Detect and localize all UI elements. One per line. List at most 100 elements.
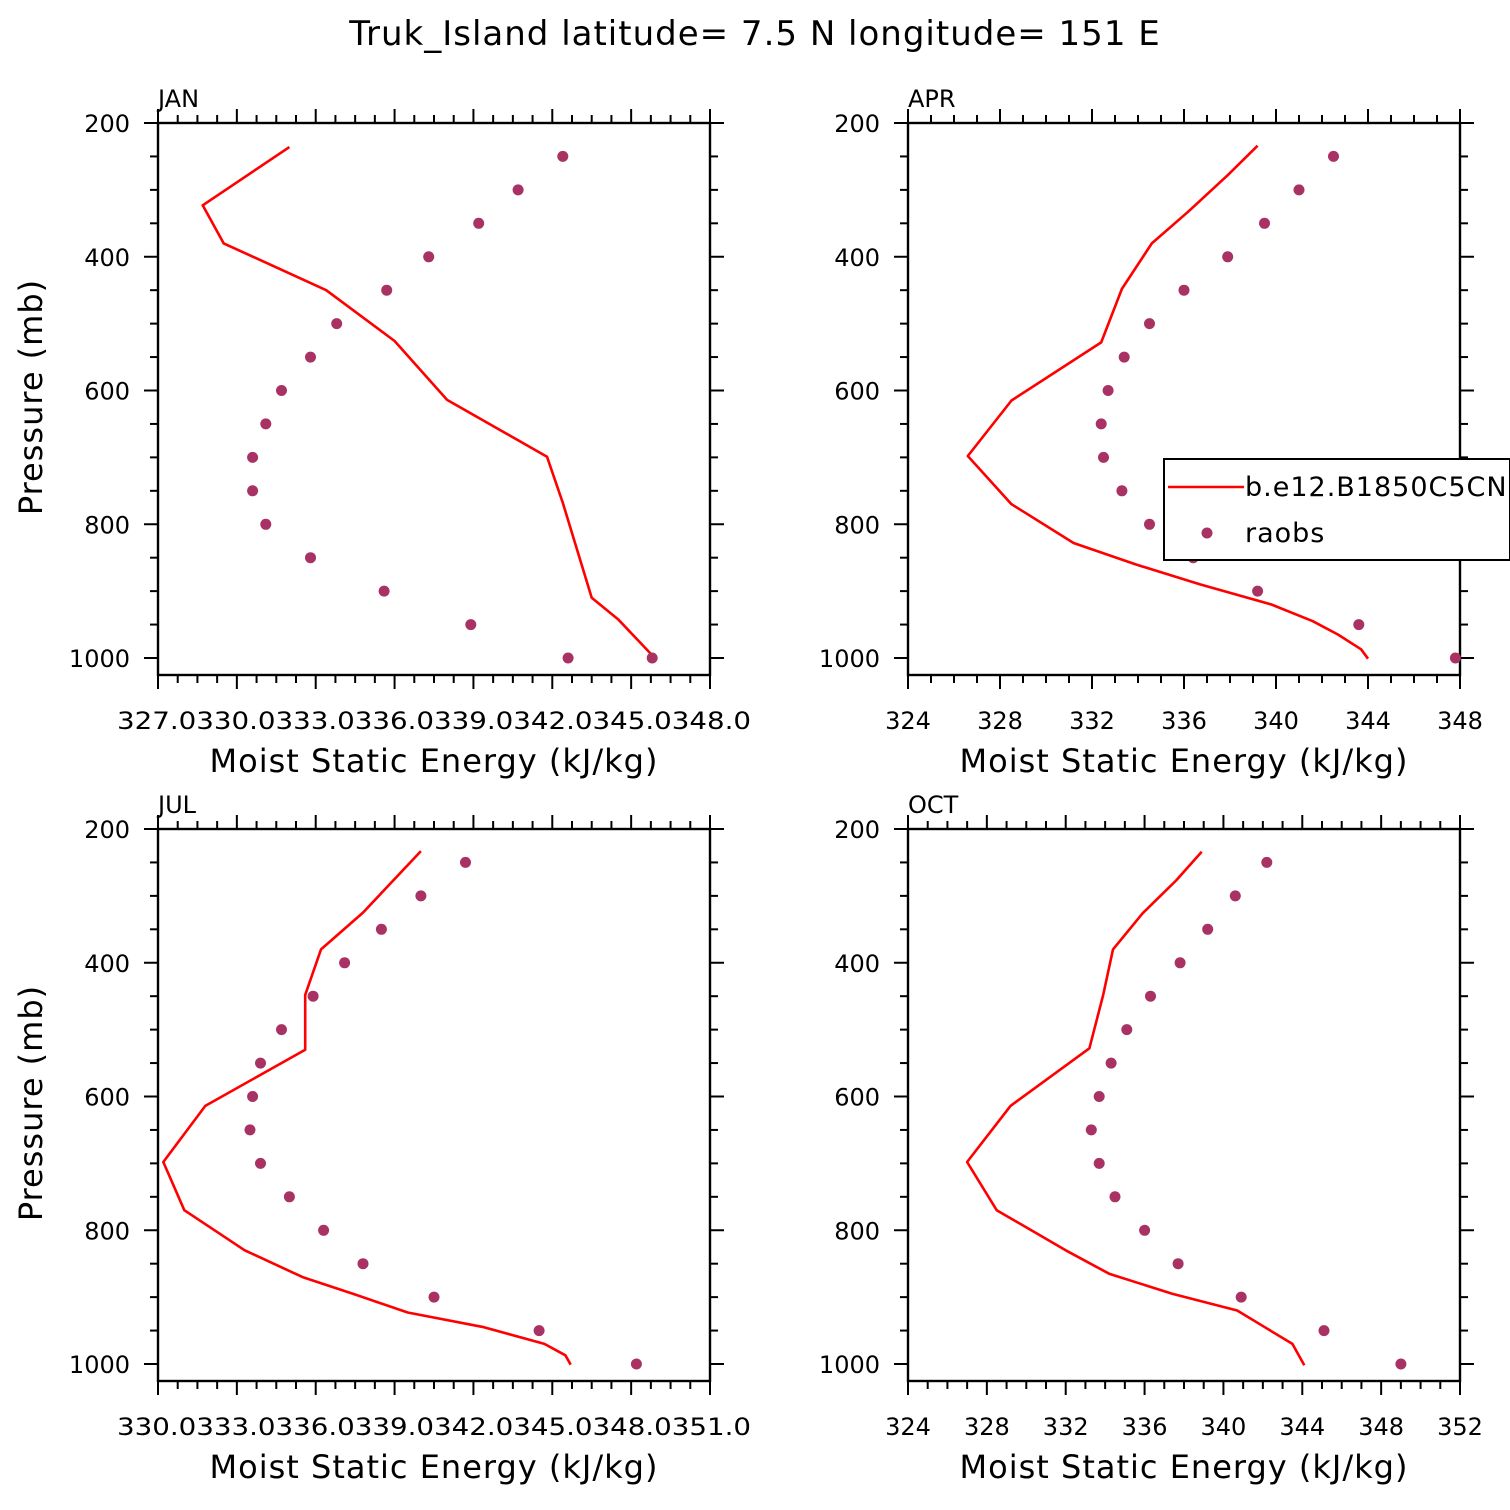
raobs-point — [255, 1157, 266, 1169]
raobs-point — [1139, 1224, 1151, 1236]
raobs-point — [1085, 1124, 1097, 1136]
y-tick-label: 800 — [84, 511, 130, 539]
raobs-point — [357, 1258, 369, 1270]
raobs-point — [247, 1091, 259, 1102]
raobs-point — [557, 150, 569, 162]
x-tick-label: 348 — [1358, 1413, 1404, 1441]
y-tick-label: 200 — [834, 816, 880, 844]
x-axis-title: Moist Static Energy (kJ/kg) — [210, 1448, 659, 1486]
raobs-point — [305, 552, 316, 564]
x-tick-label: 328 — [977, 707, 1023, 735]
y-tick-label: 600 — [834, 1084, 880, 1112]
raobs-point — [1229, 890, 1241, 902]
raobs-point — [1328, 150, 1339, 162]
model-line — [966, 144, 1370, 660]
x-tick-label: 324 — [885, 707, 931, 735]
legend-raobs-marker — [1201, 527, 1213, 539]
y-tick-label: 600 — [84, 378, 130, 406]
x-tick-label: 340 — [1201, 1413, 1247, 1441]
raobs-point — [307, 990, 319, 1002]
y-axis-title: Pressure (mb) — [12, 279, 50, 515]
plot-frame — [906, 121, 1462, 677]
legend: b.e12.B1850C5CN raobs — [1163, 458, 1510, 561]
raobs-point — [305, 351, 316, 363]
raobs-point — [562, 652, 574, 664]
x-tick-label: 332 — [1069, 707, 1115, 735]
x-tick-label: 336 — [1122, 1413, 1168, 1441]
raobs-point — [1093, 1157, 1105, 1169]
panel-oct: OCT 200 400 600 800 1000 324 328 332 336 340 344 348… — [819, 791, 1483, 1486]
raobs-point — [318, 1224, 330, 1236]
plot-frame — [156, 121, 712, 677]
raobs-point — [339, 957, 351, 969]
raobs-point — [283, 1191, 295, 1203]
raobs-point — [1144, 318, 1155, 330]
raobs-point — [1109, 1191, 1121, 1203]
raobs-point — [465, 619, 477, 631]
raobs-point — [1144, 518, 1155, 530]
raobs-point — [1395, 1358, 1407, 1370]
raobs-point — [260, 518, 272, 530]
x-tick-label: 348 — [1437, 707, 1483, 735]
raobs-point — [1318, 1325, 1330, 1337]
raobs-point — [1118, 351, 1130, 363]
legend-box — [1163, 458, 1510, 561]
raobs-point — [423, 251, 435, 263]
raobs-point — [630, 1358, 642, 1370]
panel-label: OCT — [908, 791, 959, 819]
raobs-point — [1095, 418, 1107, 430]
raobs-point — [381, 284, 393, 296]
raobs-point — [473, 217, 485, 229]
raobs-point — [1145, 990, 1156, 1002]
raobs-point — [1252, 585, 1264, 597]
raobs-point — [1222, 251, 1234, 263]
y-tick-label: 1000 — [819, 1351, 880, 1379]
raobs-point — [1293, 184, 1305, 196]
y-tick-label: 1000 — [69, 645, 130, 673]
raobs-point — [1116, 485, 1128, 497]
model-line — [201, 146, 656, 659]
y-tick-label: 1000 — [819, 645, 880, 673]
panel-label: APR — [908, 85, 956, 113]
raobs-point — [533, 1325, 545, 1337]
y-tick-label: 800 — [834, 1217, 880, 1245]
raobs-point — [512, 184, 524, 196]
raobs-point — [1098, 451, 1109, 463]
raobs-point — [428, 1291, 440, 1303]
raobs-point — [1261, 856, 1273, 868]
y-tick-label: 200 — [834, 110, 880, 138]
model-line — [965, 850, 1306, 1366]
raobs-point — [1102, 385, 1114, 396]
x-tick-label: 340 — [1253, 707, 1299, 735]
y-tick-label: 800 — [834, 511, 880, 539]
x-tick-label: 336 — [1161, 707, 1207, 735]
panel-jul: JUL 200 400 600 800 1000 330.0333.0336.0339.03… — [12, 791, 751, 1486]
x-tick-label: 344 — [1279, 1413, 1325, 1441]
x-tick-label: 352 — [1437, 1413, 1483, 1441]
raobs-point — [415, 890, 427, 902]
y-tick-label: 200 — [84, 110, 130, 138]
raobs-point — [1259, 217, 1270, 229]
x-tick-label: 324 — [885, 1413, 931, 1441]
raobs-point — [1172, 1258, 1184, 1270]
raobs-point — [1174, 957, 1186, 969]
x-axis-title: Moist Static Energy (kJ/kg) — [210, 742, 659, 780]
x-tick-label: 328 — [964, 1413, 1010, 1441]
y-tick-label: 600 — [834, 378, 880, 406]
raobs-point — [1121, 1024, 1133, 1036]
y-tick-label: 1000 — [69, 1351, 130, 1379]
panel-label: JAN — [156, 85, 199, 113]
panel-apr: APR 200 400 600 800 1000 324 328 332 336 340 344 348… — [819, 85, 1483, 780]
y-tick-label: 400 — [834, 244, 880, 272]
panel-jan: JAN 200 400 600 800 1000 327.0330.0333.0336.03… — [12, 85, 751, 780]
raobs-point — [375, 923, 387, 935]
legend-model-label: b.e12.B1850C5CN — [1245, 472, 1508, 503]
legend-raobs-label: raobs — [1245, 518, 1325, 549]
raobs-point — [331, 318, 343, 330]
raobs-point — [244, 1124, 256, 1136]
y-tick-label: 400 — [84, 950, 130, 978]
raobs-point — [1235, 1291, 1247, 1303]
plot-frame — [906, 827, 1462, 1383]
raobs-point — [1353, 619, 1365, 631]
